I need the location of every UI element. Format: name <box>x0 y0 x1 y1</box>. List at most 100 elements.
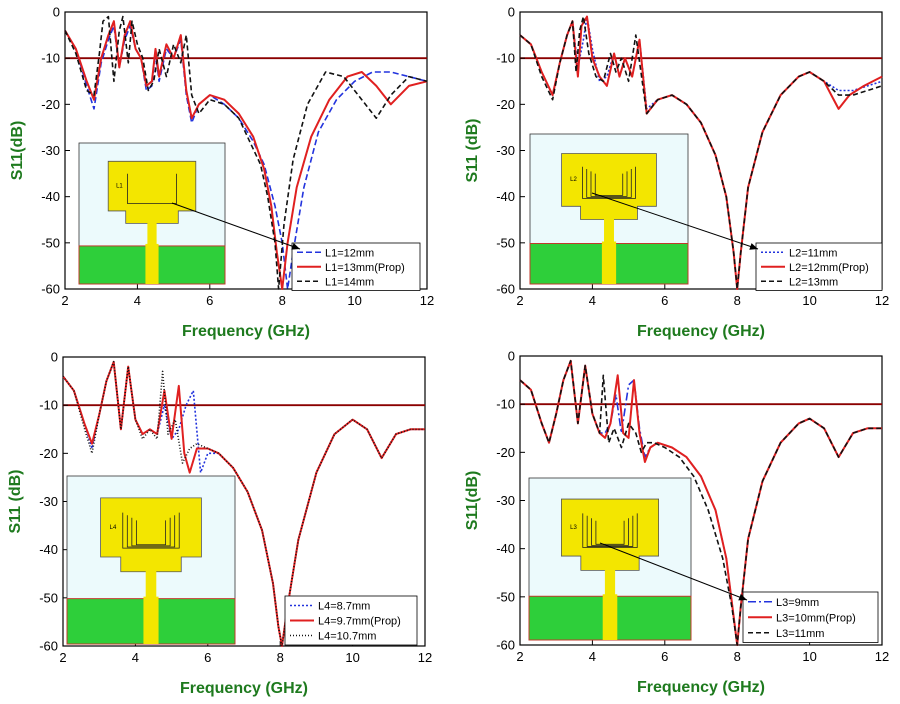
x-tick-label: 8 <box>734 293 741 308</box>
y-tick-label: -50 <box>496 589 515 604</box>
feed-line <box>602 594 618 640</box>
legend-entry: L4=8.7mm <box>318 601 370 613</box>
y-axis-label: S11(dB) <box>464 471 481 531</box>
u-slot <box>122 512 180 549</box>
y-tick-label: -20 <box>496 97 515 112</box>
x-tick-label: 2 <box>61 293 68 308</box>
radiating-patch <box>561 498 659 571</box>
x-tick-label: 6 <box>661 649 668 664</box>
antenna-inset: L3 <box>528 477 748 641</box>
patch-neck <box>604 218 614 245</box>
y-tick-label: -40 <box>496 541 515 556</box>
legend-entry: L1=13mm(Prop) <box>325 262 405 274</box>
pointer-arrow-line <box>591 192 759 250</box>
y-tick-label: -60 <box>41 282 60 297</box>
y-tick-label: -30 <box>496 493 515 508</box>
y-tick-label: -10 <box>41 51 60 66</box>
chart-panel-3: 2 4 6 8 10 12 0 -10 -20 -30 -40 -50 -60 Frequency (GH… <box>7 350 432 698</box>
y-tick-label: 0 <box>51 350 58 365</box>
y-tick-label: -40 <box>496 189 515 204</box>
legend-entry: L3=9mm <box>776 597 819 609</box>
x-tick-label: 4 <box>134 293 141 308</box>
x-tick-label: 10 <box>347 293 361 308</box>
y-tick-label: -10 <box>39 398 58 413</box>
legend-entry: L4=10.7mm <box>318 631 376 643</box>
feed-line <box>143 596 159 644</box>
x-axis-label: Frequency (GHz) <box>637 323 765 340</box>
series-line-3 <box>64 15 428 290</box>
y-tick-label: -60 <box>39 639 58 654</box>
legend-entry: L1=14mm <box>325 276 374 288</box>
slot-label: L1 <box>116 183 123 189</box>
antenna-inset: L1 <box>78 142 301 285</box>
legend: L4=8.7mm L4=9.7mm(Prop) L4=10.7mm <box>284 595 418 646</box>
y-tick-label: 0 <box>508 5 515 20</box>
y-tick-label: -20 <box>39 446 58 461</box>
pointer-arrow-head <box>738 593 747 601</box>
x-tick-label: 12 <box>875 293 889 308</box>
y-tick-label: -50 <box>496 235 515 250</box>
pointer-arrow-head <box>291 243 300 250</box>
y-tick-label: -50 <box>39 590 58 605</box>
radiating-patch <box>107 160 197 224</box>
legend-entry: L4=9.7mm(Prop) <box>318 616 401 628</box>
series-line-2 <box>64 20 428 290</box>
x-tick-label: 6 <box>204 650 211 665</box>
x-tick-label: 4 <box>589 293 596 308</box>
pointer-arrow-head <box>749 243 758 250</box>
patch-neck <box>604 569 616 598</box>
x-tick-label: 4 <box>589 649 596 664</box>
x-tick-label: 10 <box>802 293 816 308</box>
slot-label: L2 <box>570 177 577 183</box>
feed-line <box>601 241 617 284</box>
y-tick-label: -40 <box>41 189 60 204</box>
u-slot <box>582 513 638 548</box>
x-tick-label: 12 <box>420 293 434 308</box>
u-slot <box>586 169 632 198</box>
y-axis-label: S11(dB) <box>9 121 26 181</box>
y-axis-label: S11 (dB) <box>464 118 481 182</box>
u-slot <box>595 520 625 545</box>
x-tick-label: 8 <box>279 293 286 308</box>
y-tick-label: 0 <box>508 349 515 364</box>
chart-panel-2: 2 4 6 8 10 12 0 -10 -20 -30 -40 -50 -60 Frequency (GH… <box>464 5 889 341</box>
legend-entry: L2=13mm <box>789 276 838 288</box>
y-tick-label: -60 <box>496 638 515 653</box>
x-tick-label: 6 <box>206 293 213 308</box>
u-slot <box>591 518 629 546</box>
x-tick-label: 8 <box>734 649 741 664</box>
y-tick-label: -30 <box>41 143 60 158</box>
u-slot <box>131 517 171 547</box>
u-slot <box>590 171 628 197</box>
chart-panel-1: 2 4 6 8 10 12 0 -10 -20 -30 -40 -50 -60 Frequency (GH… <box>9 5 434 341</box>
x-tick-label: 12 <box>875 649 889 664</box>
y-tick-label: -10 <box>496 397 515 412</box>
y-tick-label: -40 <box>39 542 58 557</box>
legend-entry: L1=12mm <box>325 247 374 259</box>
series-line-3 <box>62 361 425 647</box>
legend: L2=11mm L2=12mm(Prop) L2=13mm <box>755 242 883 291</box>
legend-entry: L3=10mm(Prop) <box>776 612 856 624</box>
y-tick-label: -50 <box>41 235 60 250</box>
x-axis-label: Frequency (GHz) <box>180 680 308 697</box>
patch-neck <box>147 222 157 247</box>
y-tick-label: -30 <box>39 494 58 509</box>
x-tick-label: 2 <box>516 293 523 308</box>
legend: L3=9mm L3=10mm(Prop) L3=11mm <box>742 591 879 643</box>
radiating-patch <box>561 153 657 220</box>
pointer-arrow-line <box>599 542 748 601</box>
u-slot <box>127 173 177 204</box>
x-tick-label: 10 <box>802 649 816 664</box>
x-tick-label: 6 <box>661 293 668 308</box>
u-slot <box>135 520 167 546</box>
feed-line <box>145 243 159 284</box>
x-tick-label: 4 <box>132 650 139 665</box>
antenna-inset: L2 <box>529 133 759 285</box>
legend-entry: L2=11mm <box>789 247 837 259</box>
x-tick-label: 2 <box>59 650 66 665</box>
y-tick-label: -20 <box>496 445 515 460</box>
slot-label: L4 <box>110 525 117 531</box>
x-axis-label: Frequency (GHz) <box>637 679 765 696</box>
x-axis-label: Frequency (GHz) <box>182 323 310 340</box>
